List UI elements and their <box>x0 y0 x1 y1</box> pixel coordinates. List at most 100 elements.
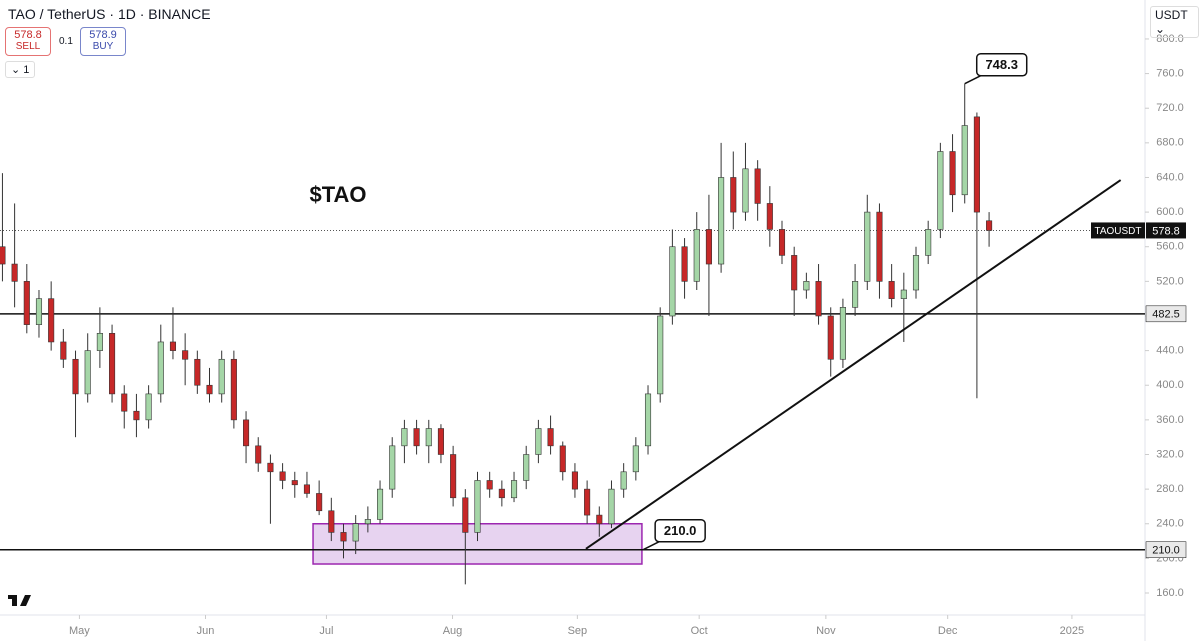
candle <box>474 471 481 542</box>
candle-body <box>888 281 895 299</box>
candle <box>230 350 237 429</box>
sell-label: SELL <box>15 41 41 52</box>
candle <box>693 212 700 291</box>
candle-body <box>815 281 822 317</box>
spread: 0.1 <box>59 36 73 47</box>
level-tag <box>1145 305 1187 323</box>
candle-body <box>96 332 103 351</box>
y-tick-label: 520.0 <box>1156 275 1184 287</box>
candle-body <box>121 393 128 412</box>
candle-body <box>961 125 968 196</box>
interval-count: 1 <box>23 64 30 76</box>
buy-label: BUY <box>92 41 114 52</box>
candle-body <box>620 471 627 490</box>
candle <box>303 471 310 498</box>
x-tick-label: May <box>69 625 90 637</box>
candle-body <box>267 462 274 473</box>
chart-title: $TAO <box>309 182 366 207</box>
sell-price: 578.8 <box>14 29 42 41</box>
candle <box>182 333 189 386</box>
candle-body <box>218 358 225 395</box>
candle-body <box>425 428 432 447</box>
candle <box>498 480 505 507</box>
candle-body <box>486 480 493 490</box>
candle-body <box>194 358 201 386</box>
candle <box>121 385 128 429</box>
candle <box>730 151 737 230</box>
candle <box>84 333 91 403</box>
candle-body <box>778 229 786 256</box>
candle <box>133 393 140 438</box>
candle <box>267 454 274 524</box>
candle <box>584 480 591 524</box>
callout-box <box>975 52 1028 77</box>
sell-button[interactable]: 578.8 SELL <box>5 27 51 56</box>
candle-body <box>718 177 725 265</box>
callout-pointer <box>642 541 660 551</box>
candle <box>72 350 79 438</box>
candle-body <box>657 315 664 395</box>
candle-body <box>900 289 907 299</box>
candle <box>194 350 201 394</box>
candle-body <box>571 471 578 490</box>
candle-body <box>377 488 384 520</box>
candle-body <box>766 203 773 230</box>
y-tick-label: 600.0 <box>1156 206 1184 218</box>
candle-body <box>754 168 761 204</box>
candle-body <box>474 480 481 533</box>
candle-body <box>973 116 980 213</box>
candle <box>718 142 725 273</box>
tradingview-logo <box>8 595 31 606</box>
candle <box>535 419 542 464</box>
x-tick-label: Jun <box>197 625 215 637</box>
y-tick-label: 360.0 <box>1156 414 1184 426</box>
candle <box>23 264 30 334</box>
candle <box>559 441 566 481</box>
candle <box>218 350 225 403</box>
y-tick-label: 400.0 <box>1156 379 1184 391</box>
candle-body <box>340 532 347 542</box>
candle-body <box>681 246 688 282</box>
candle <box>986 212 993 247</box>
candle-body <box>303 484 310 494</box>
candle-body <box>876 211 883 282</box>
candle <box>437 424 444 464</box>
candle-body <box>559 445 566 473</box>
candle-body <box>279 471 286 481</box>
candle-body <box>291 480 298 486</box>
candle-body <box>937 151 944 230</box>
candle <box>352 515 359 555</box>
candle-body <box>401 428 408 447</box>
candle <box>291 471 298 498</box>
candle <box>364 506 371 533</box>
candle <box>377 480 384 524</box>
candle <box>316 480 323 516</box>
candle <box>888 264 895 308</box>
candle-body <box>584 488 591 516</box>
candle-body <box>255 445 262 464</box>
buy-button[interactable]: 578.9 BUY <box>80 27 126 56</box>
y-tick-label: 240.0 <box>1156 518 1184 530</box>
candle-body <box>523 454 530 481</box>
candle-body <box>949 151 956 196</box>
candle-body <box>852 281 859 308</box>
currency-select[interactable]: USDT ⌄ <box>1150 6 1199 38</box>
x-tick-label: 2025 <box>1060 625 1084 637</box>
candle-body <box>437 428 444 455</box>
candle-body <box>230 358 237 421</box>
candle-body <box>389 445 396 490</box>
candle <box>486 471 493 498</box>
candle <box>754 160 761 221</box>
x-tick-label: Sep <box>568 625 588 637</box>
candle <box>243 411 250 464</box>
candle-body <box>109 332 116 395</box>
symbol-tag <box>1091 222 1145 239</box>
candle-body <box>328 510 335 533</box>
candle <box>425 419 432 464</box>
candle-body <box>510 480 518 499</box>
candle-body <box>23 281 30 325</box>
candle-body <box>182 350 189 360</box>
collapse-toggle[interactable]: ⌄ 1 <box>5 61 36 78</box>
candle-body <box>352 523 359 542</box>
currency: USDT <box>1155 8 1188 22</box>
